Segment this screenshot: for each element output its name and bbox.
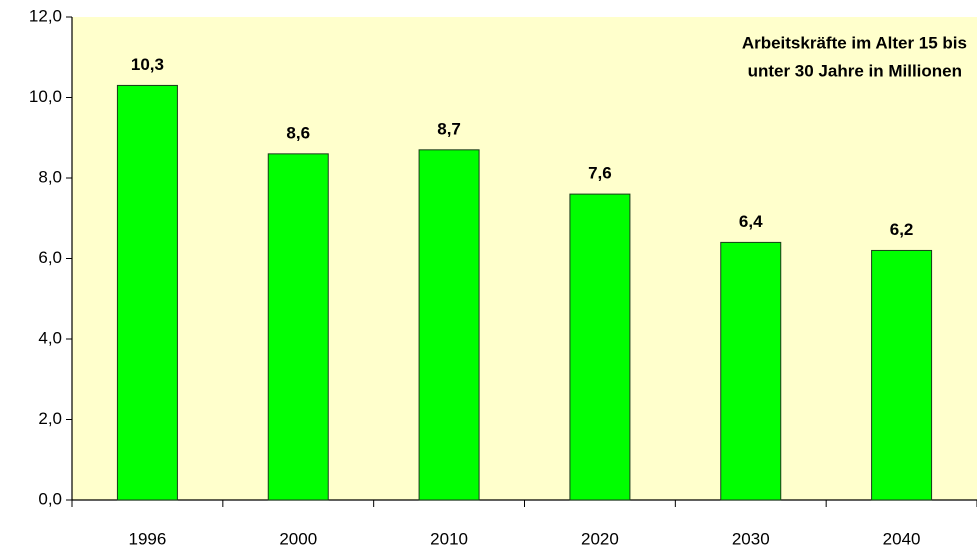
annotation: unter 30 Jahre in Millionen bbox=[748, 61, 962, 80]
value-label: 7,6 bbox=[588, 164, 612, 183]
y-tick-label: 12,0 bbox=[29, 6, 62, 25]
y-tick-label: 6,0 bbox=[38, 248, 62, 267]
y-tick-label: 0,0 bbox=[38, 489, 62, 508]
annotation: Arbeitskräfte im Alter 15 bis bbox=[742, 33, 967, 52]
x-tick-label: 1996 bbox=[129, 529, 167, 548]
value-label: 8,6 bbox=[286, 123, 310, 142]
bar bbox=[267, 153, 329, 501]
x-tick-label: 2020 bbox=[581, 529, 619, 548]
plot-area bbox=[72, 17, 977, 500]
value-label: 10,3 bbox=[131, 55, 164, 74]
bar bbox=[569, 193, 631, 501]
bar bbox=[871, 249, 933, 501]
bar bbox=[418, 149, 480, 501]
bar bbox=[720, 241, 782, 501]
y-tick-label: 10,0 bbox=[29, 87, 62, 106]
y-tick-label: 2,0 bbox=[38, 409, 62, 428]
value-label: 6,2 bbox=[890, 220, 914, 239]
y-tick-label: 8,0 bbox=[38, 167, 62, 186]
x-tick-label: 2000 bbox=[279, 529, 317, 548]
x-tick-label: 2010 bbox=[430, 529, 468, 548]
x-tick-label: 2040 bbox=[883, 529, 921, 548]
bar bbox=[116, 84, 178, 501]
value-label: 6,4 bbox=[739, 212, 763, 231]
y-tick-label: 4,0 bbox=[38, 328, 62, 347]
x-tick-label: 2030 bbox=[732, 529, 770, 548]
value-label: 8,7 bbox=[437, 119, 461, 138]
